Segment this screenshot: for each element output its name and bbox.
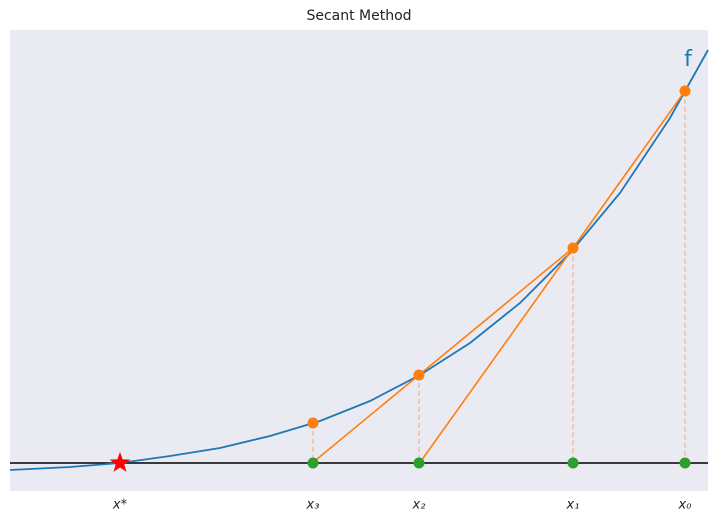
root-star	[109, 452, 131, 472]
x-tick-label: x*	[112, 498, 128, 513]
curve-label: f	[684, 47, 693, 72]
axis-point	[307, 457, 319, 469]
x-tick-label: x₂	[412, 498, 426, 513]
function-curve	[9, 49, 709, 471]
axis-point	[567, 457, 579, 469]
iterate-point	[413, 369, 425, 381]
chart-title: Secant Method	[306, 8, 411, 24]
plot-area	[10, 30, 708, 491]
x-tick-label: x₁	[566, 498, 580, 513]
x-tick-label: x₀	[678, 498, 693, 513]
x-tick-label: x₃	[306, 498, 320, 513]
iterate-point	[679, 85, 691, 97]
iterate-point	[307, 417, 319, 429]
axis-point	[413, 457, 425, 469]
iterate-point	[567, 242, 579, 254]
axis-point	[679, 457, 691, 469]
